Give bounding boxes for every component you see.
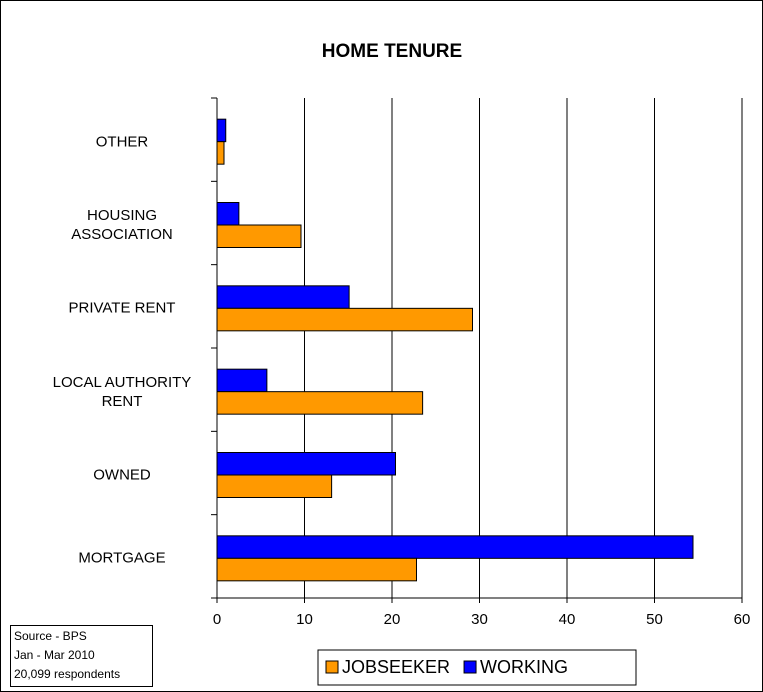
y-tick-label: LOCAL AUTHORITY RENT [52, 373, 192, 410]
legend-swatch [463, 660, 477, 674]
source-note: Source - BPS Jan - Mar 2010 20,099 respond… [10, 625, 153, 687]
note-line: Source - BPS [14, 629, 87, 643]
x-tick-label: 40 [559, 611, 576, 628]
legend-label: WORKING [480, 657, 568, 677]
bar [216, 202, 240, 226]
x-tick-label: 20 [384, 611, 401, 628]
bar [216, 452, 396, 476]
x-tick-label: 50 [646, 611, 663, 628]
bar [216, 535, 694, 559]
x-tick-label: 60 [734, 611, 751, 628]
note-line: Jan - Mar 2010 [14, 648, 95, 662]
bar [216, 368, 268, 393]
legend-swatch [325, 660, 339, 674]
legend-label: JOBSEEKER [342, 657, 450, 677]
y-tick-label: PRIVATE RENT [68, 299, 176, 317]
bar [216, 141, 225, 165]
bar [216, 224, 302, 248]
x-tick-label: 30 [471, 611, 488, 628]
legend-box [317, 649, 637, 686]
bar [216, 285, 350, 309]
y-tick-label: OTHER [95, 133, 149, 151]
bar [216, 118, 227, 143]
y-tick-label: HOUSING ASSOCIATION [71, 207, 173, 243]
bar [216, 474, 333, 498]
y-tick-label: MORTGAGE [78, 549, 166, 567]
y-tick-label: OWNED [93, 466, 151, 484]
note-line: 20,099 respondents [14, 667, 121, 681]
x-tick-label: 10 [296, 611, 313, 628]
bar [216, 307, 473, 332]
bar [216, 391, 424, 415]
bar [216, 557, 417, 582]
chart-title: HOME TENURE [322, 41, 462, 62]
x-tick-label: 0 [213, 611, 221, 628]
